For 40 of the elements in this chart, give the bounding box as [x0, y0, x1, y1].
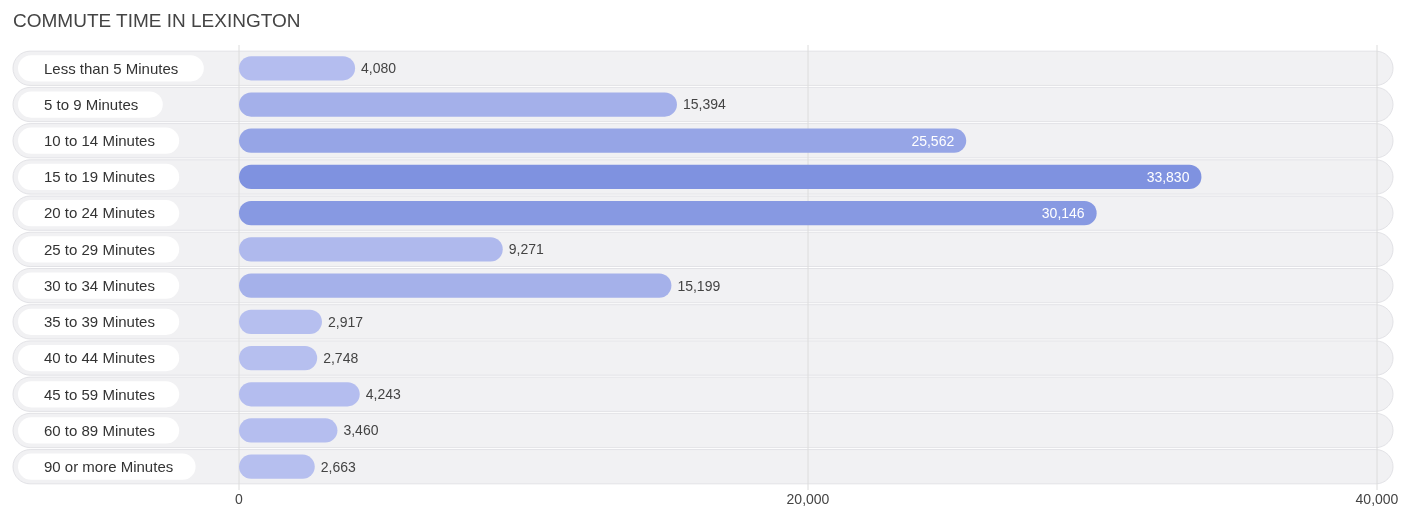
bar — [239, 309, 322, 334]
data-label: 3,460 — [343, 422, 379, 439]
bar — [239, 201, 1097, 226]
y-tick-label: 10 to 14 Minutes — [44, 131, 155, 149]
x-tick-label: 0 — [235, 491, 244, 507]
bar — [239, 273, 672, 298]
chart-title: COMMUTE TIME IN LEXINGTON — [13, 10, 301, 31]
bar — [239, 128, 967, 153]
y-tick-label: 15 to 19 Minutes — [44, 168, 155, 186]
data-label: 4,080 — [361, 60, 397, 77]
bar — [239, 418, 338, 443]
data-label: 9,271 — [508, 241, 545, 258]
bar — [239, 237, 503, 262]
y-tick-label: 35 to 39 Minutes — [44, 313, 155, 331]
bar — [239, 92, 677, 117]
data-label: 2,663 — [320, 458, 357, 475]
x-tick-label: 20,000 — [786, 491, 830, 507]
data-label: 4,243 — [365, 386, 401, 403]
y-tick-label: 45 to 59 Minutes — [44, 385, 155, 403]
data-label: 25,562 — [911, 132, 955, 149]
bar — [239, 454, 315, 479]
y-tick-label: 60 to 89 Minutes — [44, 421, 155, 439]
data-label: 2,748 — [323, 349, 359, 366]
bar — [239, 345, 318, 371]
bar — [239, 164, 1202, 190]
x-tick-label: 40,000 — [1355, 491, 1399, 507]
y-tick-label: 30 to 34 Minutes — [44, 276, 155, 294]
y-tick-label: Less than 5 Minutes — [44, 59, 179, 77]
data-label: 15,199 — [677, 277, 721, 294]
data-label: 2,917 — [327, 313, 364, 330]
y-tick-label: 90 or more Minutes — [44, 457, 174, 475]
data-label: 30,146 — [1041, 205, 1085, 222]
y-tick-label: 5 to 9 Minutes — [44, 95, 139, 113]
y-tick-label: 20 to 24 Minutes — [44, 204, 155, 222]
data-label: 33,830 — [1146, 168, 1190, 185]
bar — [239, 382, 360, 407]
y-tick-label: 25 to 29 Minutes — [44, 240, 155, 258]
bar — [239, 56, 356, 81]
y-tick-label: 40 to 44 Minutes — [44, 349, 155, 367]
data-label: 15,394 — [682, 96, 726, 113]
